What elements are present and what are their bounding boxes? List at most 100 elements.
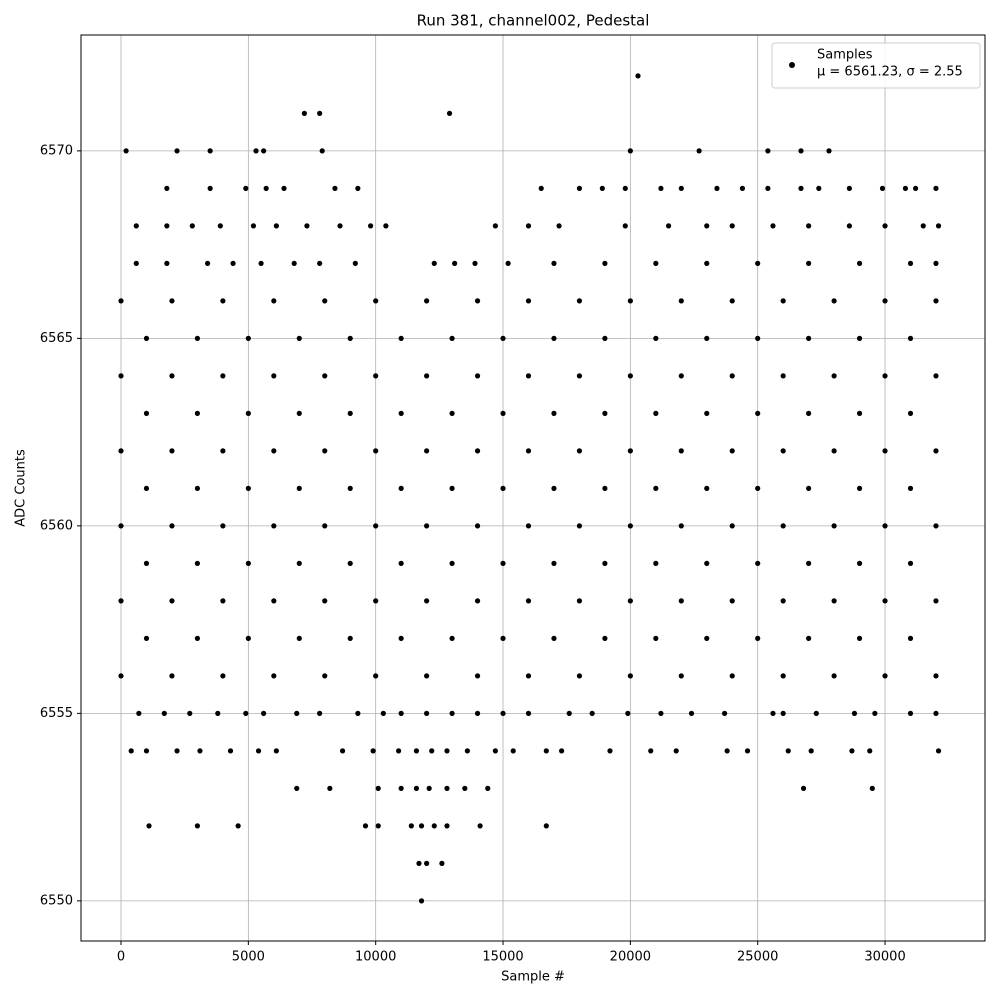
data-point bbox=[770, 223, 776, 229]
legend: Samples μ = 6561.23, σ = 2.55 bbox=[771, 42, 981, 89]
data-point bbox=[367, 223, 374, 229]
data-point bbox=[118, 298, 124, 304]
data-point bbox=[920, 223, 926, 229]
data-point bbox=[907, 635, 914, 641]
data-point bbox=[245, 335, 251, 341]
data-point bbox=[551, 635, 557, 641]
data-point bbox=[780, 448, 786, 454]
data-point bbox=[187, 710, 193, 716]
data-point bbox=[164, 185, 170, 191]
data-point bbox=[729, 223, 735, 229]
y-tick-label: 6565 bbox=[40, 331, 73, 346]
data-point bbox=[882, 598, 888, 604]
x-tick-label: 25000 bbox=[737, 950, 778, 965]
data-point bbox=[143, 748, 150, 754]
data-point bbox=[500, 635, 506, 641]
data-point bbox=[375, 823, 381, 829]
data-point bbox=[673, 748, 679, 754]
data-point bbox=[933, 298, 939, 304]
data-point bbox=[627, 373, 633, 379]
data-point bbox=[485, 785, 491, 791]
data-point bbox=[907, 560, 914, 566]
data-point bbox=[744, 748, 751, 754]
data-point bbox=[525, 673, 532, 679]
data-point bbox=[245, 635, 251, 641]
data-point bbox=[500, 560, 506, 566]
data-point bbox=[413, 785, 420, 791]
data-point bbox=[398, 410, 404, 416]
data-point bbox=[413, 748, 420, 754]
data-point bbox=[424, 673, 430, 679]
data-point bbox=[704, 223, 710, 229]
data-point bbox=[143, 335, 150, 341]
data-point bbox=[118, 673, 124, 679]
data-point bbox=[872, 710, 878, 716]
data-point bbox=[806, 410, 812, 416]
data-point bbox=[500, 335, 506, 341]
data-point bbox=[174, 748, 180, 754]
data-point bbox=[755, 560, 761, 566]
data-point bbox=[933, 710, 939, 716]
data-point bbox=[373, 673, 379, 679]
data-point bbox=[907, 485, 914, 491]
data-point bbox=[856, 335, 863, 341]
data-point bbox=[189, 223, 195, 229]
data-point bbox=[935, 748, 942, 754]
data-point bbox=[755, 410, 761, 416]
data-point bbox=[424, 298, 430, 304]
data-point bbox=[197, 748, 203, 754]
data-point bbox=[856, 635, 863, 641]
x-tick-label: 20000 bbox=[610, 950, 651, 965]
data-point bbox=[551, 485, 557, 491]
data-point bbox=[424, 598, 430, 604]
data-point bbox=[301, 110, 307, 116]
data-point bbox=[355, 710, 361, 716]
data-point bbox=[933, 448, 939, 454]
data-point bbox=[831, 523, 837, 529]
data-point bbox=[273, 748, 279, 754]
data-point bbox=[551, 260, 557, 266]
data-point bbox=[449, 635, 455, 641]
data-point bbox=[704, 260, 710, 266]
data-point bbox=[739, 185, 746, 191]
data-point bbox=[856, 560, 863, 566]
data-point bbox=[281, 185, 287, 191]
data-point bbox=[627, 148, 633, 154]
data-point bbox=[347, 635, 353, 641]
data-point bbox=[255, 748, 262, 754]
data-point bbox=[688, 710, 695, 716]
data-point bbox=[439, 860, 445, 866]
data-point bbox=[339, 748, 346, 754]
data-point bbox=[474, 710, 481, 716]
data-point bbox=[261, 710, 267, 716]
data-point bbox=[755, 635, 761, 641]
data-point bbox=[798, 185, 804, 191]
data-point bbox=[396, 748, 402, 754]
data-point bbox=[424, 373, 430, 379]
data-point bbox=[806, 485, 812, 491]
data-point bbox=[322, 373, 328, 379]
data-point bbox=[322, 673, 328, 679]
data-point bbox=[220, 673, 226, 679]
data-point bbox=[215, 710, 221, 716]
data-point bbox=[431, 823, 437, 829]
data-point bbox=[418, 898, 425, 904]
data-point bbox=[373, 523, 379, 529]
data-point bbox=[806, 223, 812, 229]
data-point bbox=[444, 748, 450, 754]
data-point bbox=[831, 298, 837, 304]
data-point bbox=[729, 298, 735, 304]
data-point bbox=[431, 260, 437, 266]
data-point bbox=[798, 148, 804, 154]
data-point bbox=[907, 410, 914, 416]
data-point bbox=[143, 410, 150, 416]
data-point bbox=[933, 523, 939, 529]
data-point bbox=[576, 673, 583, 679]
data-point bbox=[678, 185, 684, 191]
data-point bbox=[424, 860, 430, 866]
data-point bbox=[418, 823, 425, 829]
data-point bbox=[648, 748, 654, 754]
data-point bbox=[500, 710, 506, 716]
data-point bbox=[780, 523, 786, 529]
